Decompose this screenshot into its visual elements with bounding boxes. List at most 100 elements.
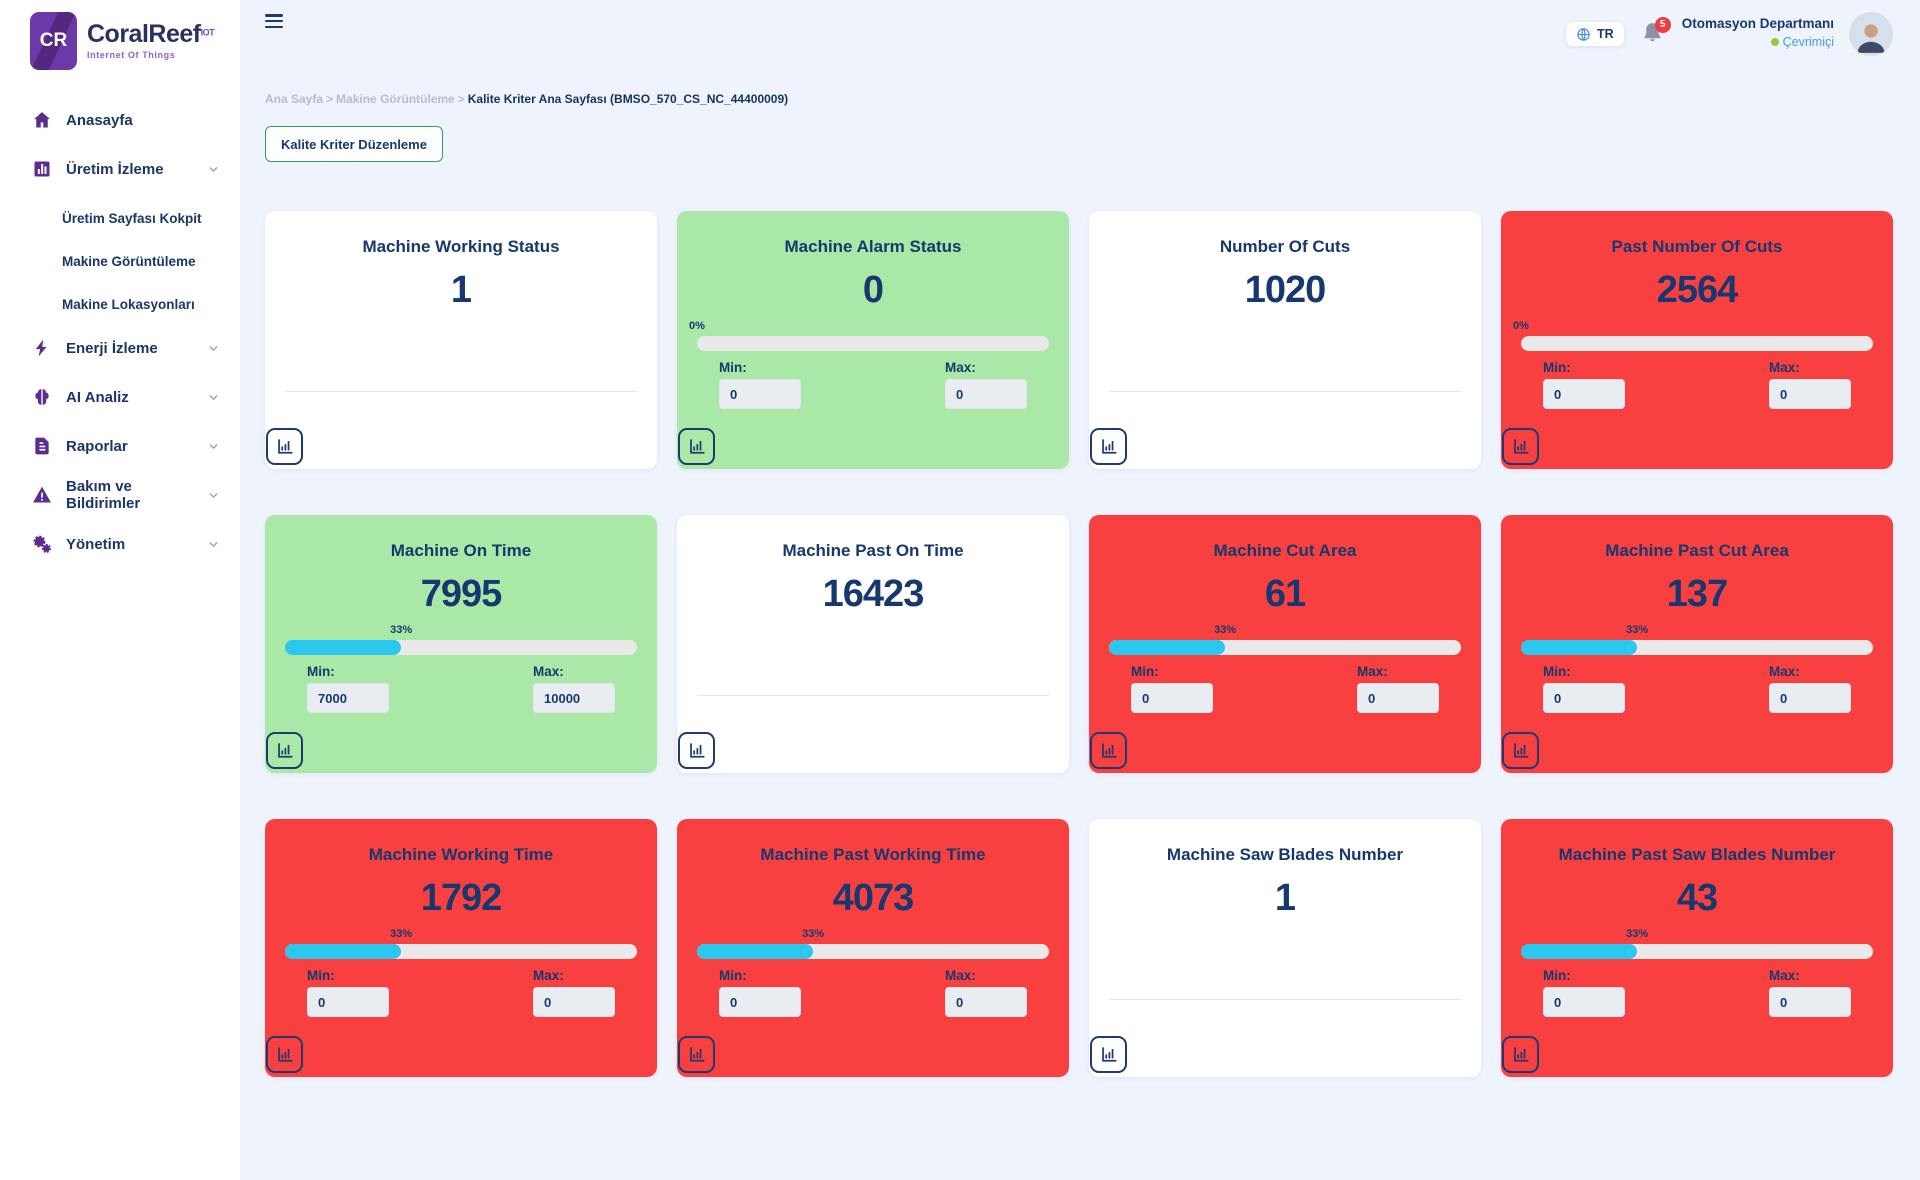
card-chart-button[interactable] xyxy=(1502,428,1539,465)
card-machine-working-time: Machine Working Time 1792 33% Min: Max: xyxy=(265,819,657,1077)
min-input[interactable] xyxy=(307,683,389,713)
min-input[interactable] xyxy=(719,379,801,409)
card-past-number-of-cuts: Past Number Of Cuts 2564 0% Min: Max: xyxy=(1501,211,1893,469)
bar-chart-icon xyxy=(1511,437,1530,456)
avatar[interactable] xyxy=(1849,12,1893,56)
card-title: Machine Past On Time xyxy=(782,541,964,560)
chevron-down-icon xyxy=(207,538,220,551)
bar-chart-icon xyxy=(1099,437,1118,456)
breadcrumb-link[interactable]: Makine Görüntüleme xyxy=(336,92,455,106)
min-input[interactable] xyxy=(1543,379,1625,409)
progress-bar xyxy=(1521,944,1873,959)
min-input[interactable] xyxy=(1131,683,1213,713)
brand-initials: CR xyxy=(39,30,68,51)
progress-bar xyxy=(285,944,637,959)
card-title: Number Of Cuts xyxy=(1219,237,1351,256)
card-title: Machine Working Status xyxy=(362,237,560,256)
max-label: Max: xyxy=(1357,664,1388,679)
card-machine-working-status: Machine Working Status 1 xyxy=(265,211,657,469)
sidebar-item-ai-analiz[interactable]: AI Analiz xyxy=(0,377,240,417)
max-label: Max: xyxy=(533,664,564,679)
breadcrumb-link[interactable]: Ana Sayfa xyxy=(265,92,324,106)
sidebar-item-raporlar[interactable]: Raporlar xyxy=(0,426,240,466)
chevron-down-icon xyxy=(207,489,220,502)
brand-tagline: Internet Of Things xyxy=(87,50,176,60)
bar-chart-icon xyxy=(1511,741,1530,760)
progress-percent-label: 33% xyxy=(390,928,413,940)
card-title: Machine Past Working Time xyxy=(760,845,986,864)
card-chart-button[interactable] xyxy=(1090,428,1127,465)
max-input[interactable] xyxy=(533,683,615,713)
min-input[interactable] xyxy=(307,987,389,1017)
max-label: Max: xyxy=(1769,360,1800,375)
status-dot xyxy=(1770,38,1779,47)
card-title: Machine Working Time xyxy=(368,845,554,864)
card-machine-past-working-time: Machine Past Working Time 4073 33% Min: Max: xyxy=(677,819,1069,1077)
card-chart-button[interactable] xyxy=(1090,732,1127,769)
card-value: 7995 xyxy=(420,573,503,615)
card-chart-button[interactable] xyxy=(1502,732,1539,769)
bolt-icon xyxy=(32,338,52,358)
card-chart-button[interactable] xyxy=(1090,1036,1127,1073)
max-input[interactable] xyxy=(945,987,1027,1017)
min-input[interactable] xyxy=(1543,683,1625,713)
edit-quality-criteria-button[interactable]: Kalite Kriter Düzenleme xyxy=(265,126,443,162)
progress-percent-label: 33% xyxy=(1626,624,1649,636)
bar-chart-icon xyxy=(687,1045,706,1064)
progress-fill xyxy=(285,944,402,959)
progress-percent-label: 0% xyxy=(689,320,705,332)
sidebar-item-retim-i-zleme[interactable]: Üretim İzleme xyxy=(0,149,240,189)
globe-icon xyxy=(1577,27,1590,41)
sidebar-nav: Anasayfa Üretim İzleme Üretim Sayfası Kokp… xyxy=(0,100,240,564)
card-chart-button[interactable] xyxy=(678,1036,715,1073)
bar-chart-icon xyxy=(1099,741,1118,760)
sidebar-toggle-button[interactable] xyxy=(265,14,283,31)
max-input[interactable] xyxy=(1357,683,1439,713)
sidebar-item-bak-m-ve-bildirimler[interactable]: Bakım ve Bildirimler xyxy=(0,475,240,515)
sidebar-item-y-netim[interactable]: Yönetim xyxy=(0,524,240,564)
max-input[interactable] xyxy=(1769,987,1851,1017)
card-chart-button[interactable] xyxy=(266,732,303,769)
card-title: Machine Alarm Status xyxy=(784,237,962,256)
sidebar-subitem-makine-lokasyonlar[interactable]: Makine Lokasyonları xyxy=(62,296,195,312)
max-input[interactable] xyxy=(945,379,1027,409)
min-input[interactable] xyxy=(719,987,801,1017)
sidebar-item-enerji-i-zleme[interactable]: Enerji İzleme xyxy=(0,328,240,368)
language-selector[interactable]: TR xyxy=(1565,21,1625,47)
min-label: Min: xyxy=(307,968,335,983)
sidebar-item-label: Bakım ve Bildirimler xyxy=(66,478,141,512)
sidebar-subitem-retim-sayfas-kokpit[interactable]: Üretim Sayfası Kokpit xyxy=(62,210,202,226)
brand-logo[interactable]: CR xyxy=(30,12,77,70)
bar-chart-icon xyxy=(687,437,706,456)
card-machine-past-saw-blades-number: Machine Past Saw Blades Number 43 33% Min: M… xyxy=(1501,819,1893,1077)
sidebar-item-anasayfa[interactable]: Anasayfa xyxy=(0,100,240,140)
card-chart-button[interactable] xyxy=(678,428,715,465)
progress-bar xyxy=(1109,640,1461,655)
card-machine-past-cut-area: Machine Past Cut Area 137 33% Min: Max: xyxy=(1501,515,1893,773)
max-input[interactable] xyxy=(1769,683,1851,713)
card-divider xyxy=(285,391,637,392)
card-value: 1 xyxy=(450,269,472,311)
breadcrumb: Ana Sayfa > Makine Görüntüleme > Kalite Krit… xyxy=(265,92,789,106)
card-chart-button[interactable] xyxy=(678,732,715,769)
sidebar-subitem-makine-g-r-nt-leme[interactable]: Makine Görüntüleme xyxy=(62,253,196,269)
card-value: 1020 xyxy=(1244,269,1327,311)
card-chart-button[interactable] xyxy=(1502,1036,1539,1073)
notifications-button[interactable]: 5 xyxy=(1640,16,1671,48)
min-input[interactable] xyxy=(1543,987,1625,1017)
sidebar-item-label: Raporlar xyxy=(66,437,128,455)
progress-bar xyxy=(1521,640,1873,655)
card-value: 43 xyxy=(1676,877,1718,919)
progress-fill xyxy=(1109,640,1226,655)
max-input[interactable] xyxy=(533,987,615,1017)
sidebar-item-label: Anasayfa xyxy=(66,111,133,129)
max-input[interactable] xyxy=(1769,379,1851,409)
card-value: 0 xyxy=(862,269,884,311)
language-label: TR xyxy=(1597,27,1614,41)
card-chart-button[interactable] xyxy=(266,1036,303,1073)
card-divider xyxy=(1109,391,1461,392)
bar-chart-icon xyxy=(275,741,294,760)
card-chart-button[interactable] xyxy=(266,428,303,465)
sidebar-item-label: Üretim İzleme xyxy=(66,160,164,178)
card-divider xyxy=(697,695,1049,696)
